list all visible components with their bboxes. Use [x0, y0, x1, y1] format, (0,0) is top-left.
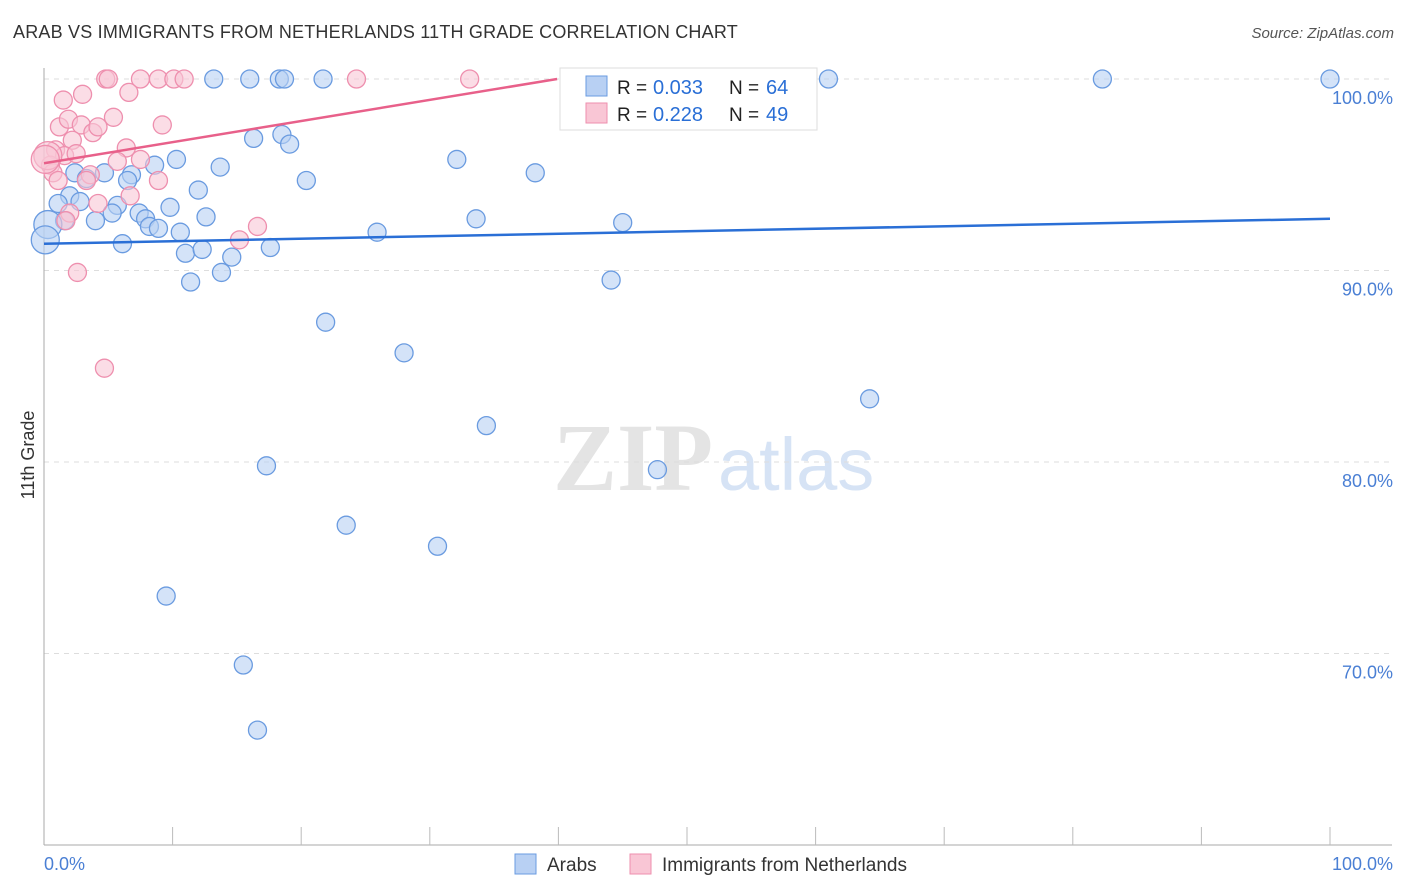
point-arabs [240, 69, 260, 89]
point-arabs [222, 247, 242, 267]
n-label: N = [729, 105, 759, 126]
point-arabs [336, 515, 356, 535]
point-arabs [1320, 69, 1340, 89]
point-arabs [476, 415, 497, 436]
r-label: R = [617, 105, 647, 126]
point-netherlands [148, 170, 169, 191]
point-arabs [647, 460, 668, 480]
point-arabs [112, 234, 133, 254]
y-tick-label: 100.0% [1332, 88, 1393, 108]
point-netherlands [76, 170, 97, 191]
point-netherlands [107, 151, 127, 171]
y-tick-label: 80.0% [1342, 471, 1393, 491]
n-value: 64 [766, 77, 788, 99]
point-netherlands [94, 358, 115, 378]
point-arabs [601, 270, 621, 290]
point-netherlands [152, 115, 172, 135]
trend-line-arabs [43, 217, 1331, 245]
point-netherlands [56, 211, 76, 231]
point-arabs [85, 211, 106, 231]
y-tick-label: 90.0% [1342, 280, 1393, 300]
point-netherlands [30, 144, 60, 175]
point-netherlands [53, 90, 73, 110]
point-arabs [818, 69, 839, 89]
point-arabs [160, 197, 180, 217]
point-arabs [247, 720, 268, 740]
point-arabs [211, 262, 232, 283]
point-netherlands [174, 69, 194, 89]
legend-label: Arabs [547, 855, 597, 876]
point-netherlands [130, 149, 151, 170]
point-netherlands [119, 82, 139, 103]
point-arabs [296, 170, 316, 191]
point-arabs [279, 134, 300, 154]
point-netherlands [88, 193, 108, 214]
point-netherlands [247, 216, 268, 237]
x-tick-label: 100.0% [1332, 854, 1393, 874]
watermark: atlas [718, 423, 874, 506]
point-arabs [196, 207, 216, 227]
legend-swatch [629, 853, 652, 875]
point-arabs [192, 239, 212, 260]
source-label: Source: ZipAtlas.com [1251, 25, 1394, 42]
point-arabs [256, 456, 277, 476]
point-arabs [447, 149, 467, 170]
point-netherlands [460, 69, 480, 89]
x-tick-label: 0.0% [44, 854, 85, 874]
point-arabs [175, 243, 196, 263]
point-netherlands [120, 186, 140, 206]
y-tick-label: 70.0% [1342, 663, 1393, 683]
point-netherlands [98, 69, 118, 89]
point-arabs [315, 312, 336, 332]
point-arabs [613, 212, 633, 233]
point-arabs [188, 180, 208, 200]
point-netherlands [67, 262, 88, 283]
r-value: 0.228 [653, 104, 703, 126]
legend-swatch [585, 75, 608, 97]
legend-label: Immigrants from Netherlands [662, 855, 907, 876]
point-arabs [466, 209, 486, 229]
n-value: 49 [766, 104, 788, 126]
point-arabs [30, 225, 60, 255]
point-netherlands [48, 170, 68, 191]
r-value: 0.033 [653, 77, 703, 99]
point-arabs [260, 237, 280, 258]
point-arabs [180, 272, 201, 292]
point-arabs [204, 69, 224, 89]
point-arabs [525, 163, 545, 183]
point-arabs [233, 655, 253, 675]
y-axis-label: 11th Grade [18, 411, 38, 500]
point-arabs [148, 218, 169, 239]
point-arabs [859, 389, 880, 409]
point-arabs [1092, 69, 1113, 89]
point-arabs [394, 343, 414, 363]
point-arabs [243, 128, 264, 149]
chart-title: ARAB VS IMMIGRANTS FROM NETHERLANDS 11TH… [13, 22, 738, 42]
trend-line-netherlands [43, 77, 558, 165]
point-arabs [313, 69, 333, 89]
legend-swatch [514, 853, 537, 875]
point-arabs [274, 69, 295, 89]
point-arabs [166, 149, 187, 170]
point-arabs [102, 203, 122, 223]
point-netherlands [72, 84, 93, 104]
point-arabs [170, 222, 190, 242]
point-arabs [427, 536, 448, 556]
legend-swatch [585, 102, 608, 124]
point-arabs [210, 157, 230, 177]
point-netherlands [88, 117, 108, 137]
point-netherlands [103, 107, 124, 127]
r-label: R = [617, 78, 647, 99]
n-label: N = [729, 78, 759, 99]
point-arabs [156, 586, 176, 606]
watermark: ZIP [553, 404, 713, 511]
point-netherlands [346, 69, 367, 89]
